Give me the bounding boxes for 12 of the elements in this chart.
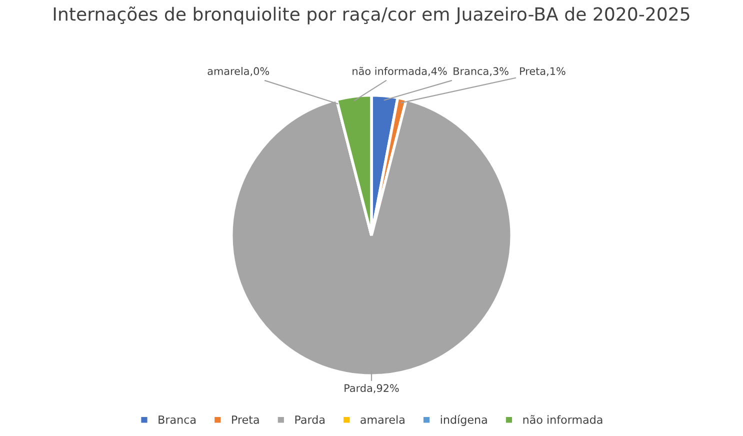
data-label: Preta,1% [520,67,566,76]
text: amarela,0% [208,66,270,76]
legend-label: Parda [295,415,324,424]
legend-label: Branca [158,416,196,424]
data-label: não informada,4% [352,66,447,76]
legend-label: indígena [440,414,487,426]
chart-title: Internações de bronquiolite por raça/cor em Juazeiro-BA de 2020-2025 [54,6,690,24]
legend-label: Preta [232,416,259,424]
legend-label: não informada [523,415,602,424]
legend-label: amarela [360,415,404,424]
data-label: Branca,3% [454,67,508,76]
data-label: Parda,92% [344,384,399,394]
